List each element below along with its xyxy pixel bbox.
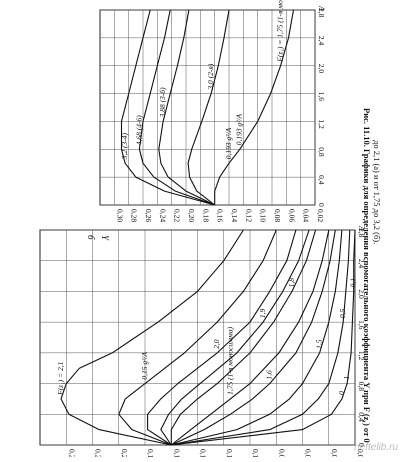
series-line-2-1 [60, 229, 244, 446]
y-tick-label: 0,06 [287, 209, 296, 222]
watermark: neftelib.ru [354, 442, 398, 453]
y-tick-label: 0,22 [94, 449, 103, 457]
y-tick-label: 0,24 [67, 449, 76, 457]
x-tick-label: 2,8 [317, 8, 326, 18]
x-tick-label: 1,2 [317, 119, 326, 129]
x-tick-label: 1,6 [317, 92, 326, 102]
y-tick-label: 0,16 [172, 449, 181, 457]
annotation: 0,193 g²/A [235, 113, 244, 145]
y-axis-label: Y [100, 235, 110, 241]
series-line-0-5 [171, 229, 351, 446]
y-tick-label: 0,30 [115, 209, 124, 222]
series-line-1-9 [147, 229, 297, 446]
series-line-1 [171, 229, 343, 446]
caption-line1: Рис. 11.10. Графики для определения вспо… [362, 108, 372, 443]
annotation: 0 [337, 391, 346, 395]
series-line-1-6 [170, 229, 330, 446]
y-tick-label: 0,02 [356, 449, 365, 457]
y-tick-label: 0,14 [199, 449, 208, 457]
annotation: 3,88 (3-б) [158, 87, 167, 119]
annotation: 0,193 g²/A [224, 127, 233, 159]
series-line-1-75 [170, 229, 317, 445]
caption: Рис. 11.10. Графики для определения вспо… [362, 108, 382, 443]
annotation: 0,5 [338, 309, 347, 319]
series-line-0 [171, 229, 356, 446]
x-tick-label: 0,8 [357, 382, 366, 392]
y-tick-label: 0,08 [273, 209, 282, 222]
chart-panel-б: 0,02 0,04 0,06 0,08 0,10 0,12 0,14 0,16 0,18 0,20… [86, 0, 326, 241]
x-tick-label: 0,4 [317, 175, 326, 185]
annotation: 2,0 [212, 339, 221, 349]
y-tick-label: 0,18 [146, 449, 155, 457]
y-tick-label: 0,14 [230, 209, 239, 222]
annotation: 0,15 g²/A [140, 351, 149, 379]
series-line-4-68 [138, 9, 215, 206]
panel-label: б [86, 235, 96, 240]
y-tick-label: 0,28 [130, 209, 139, 222]
chart-panel-а: 0,020,040,060,080,100,120,140,160,180,20… [39, 225, 366, 462]
annotation: F(z₁) = 1,75 (1-я моносимма) [276, 0, 285, 63]
annotation: 1,5 [315, 339, 324, 349]
series-line-3-0 [187, 9, 230, 206]
y-tick-label: 0,20 [187, 209, 196, 222]
y-tick-label: 0,16 [216, 209, 225, 222]
x-tick-label: 2,8 [357, 228, 366, 238]
x-tick-label: 0 [317, 203, 326, 207]
annotation: 0,1 [349, 278, 358, 287]
y-tick-label: 0,12 [244, 209, 253, 222]
annotation: 1,8 [287, 278, 296, 288]
y-tick-label: 0,10 [251, 449, 260, 457]
x-tick-label: 2,0 [317, 64, 326, 74]
series-line-1-5 [171, 229, 336, 446]
x-tick-label: 2,0 [357, 289, 366, 299]
annotation: 1,9 [258, 309, 267, 319]
series-line-1-8 [160, 229, 310, 446]
x-tick-label: 1,6 [357, 320, 366, 330]
annotation: 1 [342, 376, 351, 380]
annotation: 1,75 (1-я моносимма) [225, 326, 234, 395]
y-tick-label: 0,22 [173, 209, 182, 222]
x-tick-label: 0,4 [357, 412, 366, 422]
y-tick-label: 0,12 [225, 449, 234, 457]
y-tick-label: 0,26 [144, 209, 153, 222]
x-tick-label: 1,2 [357, 351, 366, 361]
series-line-1-75 [214, 9, 295, 205]
caption-line2: до 2,1 (а) и от 1,75 до 3,2 (б). [372, 140, 382, 244]
annotation: 1,6 [265, 370, 274, 380]
series-line-3-88 [158, 9, 215, 206]
series-line-3-2 [120, 9, 215, 206]
y-tick-label: 0,10 [259, 209, 268, 222]
y-tick-label: 0,02 [316, 209, 325, 222]
y-tick-label: 0,04 [330, 449, 339, 457]
x-axis-label: A [357, 225, 366, 231]
x-axis-label: A [317, 5, 326, 11]
annotation: F(z₁) = 2,1 [56, 362, 65, 396]
series-line-2-0 [118, 229, 277, 446]
y-tick-label: 0,08 [277, 449, 286, 457]
x-tick-label: 2,4 [317, 36, 326, 46]
y-tick-label: 0,18 [201, 209, 210, 222]
x-tick-label: 0,8 [317, 147, 326, 157]
y-tick-label: 0,24 [158, 209, 167, 222]
y-tick-label: 0,04 [302, 209, 311, 222]
y-tick-label: 0,06 [304, 449, 313, 457]
annotation: 3,2 (3-4) [120, 132, 129, 160]
x-tick-label: 2,4 [357, 259, 366, 269]
y-tick-label: 0,20 [120, 449, 129, 457]
annotation: 4,68 (4-6) [134, 115, 143, 145]
x-tick-label: 0 [357, 443, 366, 447]
annotation: 3,0 (2-я) [206, 63, 215, 90]
